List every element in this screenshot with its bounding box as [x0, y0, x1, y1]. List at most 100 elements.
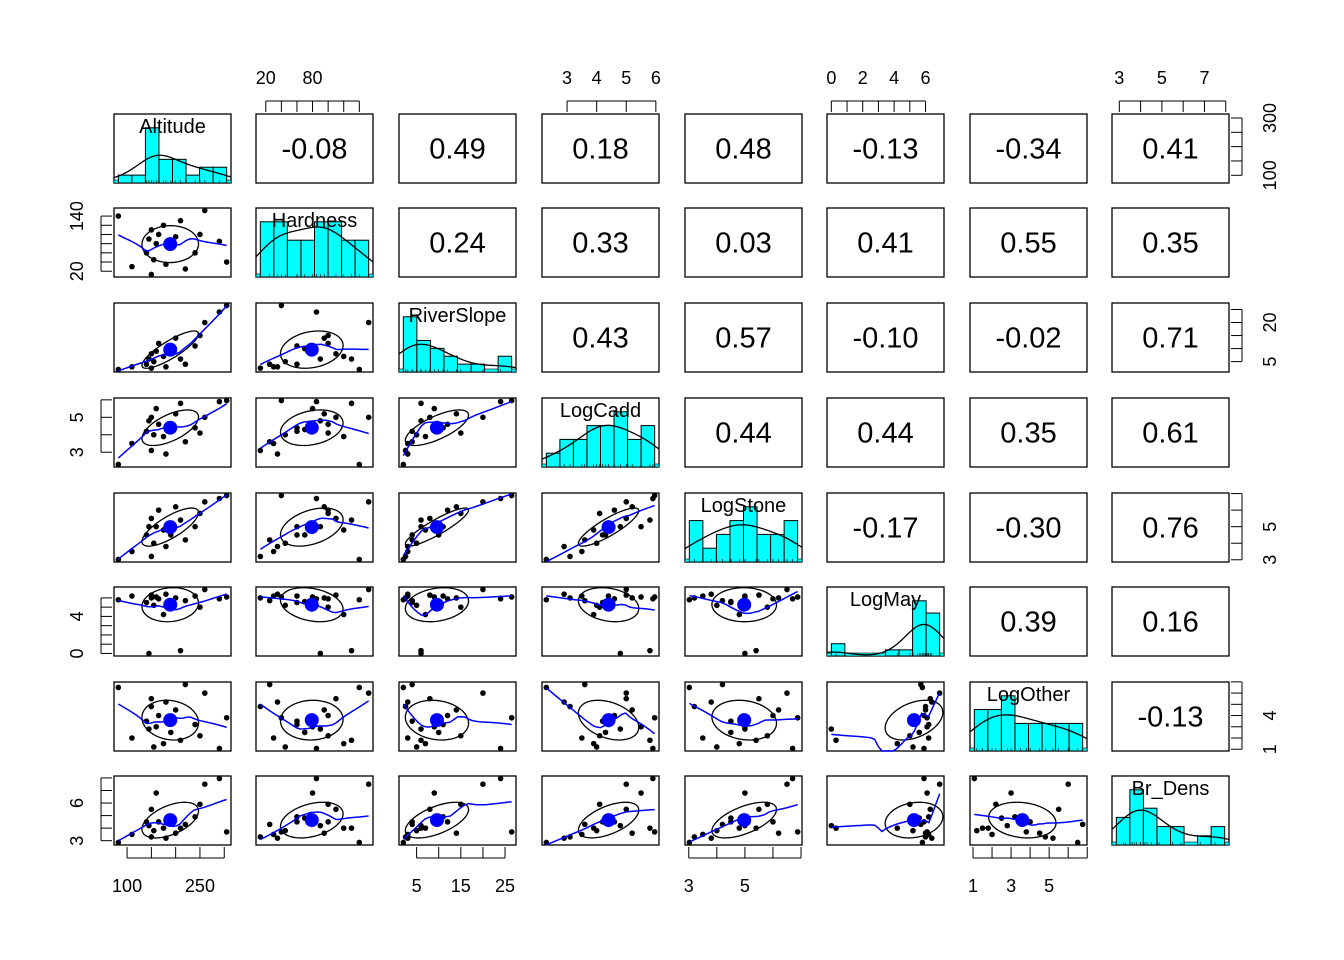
loess-smoother: [545, 687, 656, 735]
data-point: [508, 829, 515, 835]
panel-frame: [969, 207, 1088, 278]
data-point: [182, 438, 189, 445]
data-point: [160, 740, 167, 747]
correlation-value: 0.24: [429, 228, 485, 260]
data-point: [418, 825, 424, 831]
panel-0-3: 0.18: [541, 113, 660, 184]
mean-point: [163, 713, 178, 728]
panel-3-1: [255, 397, 374, 468]
variable-name: Hardness: [272, 210, 358, 232]
data-point: [989, 831, 995, 838]
tick-label: 5: [1044, 876, 1054, 896]
histogram-bar: [1028, 722, 1043, 752]
data-point: [153, 240, 160, 247]
data-point: [182, 821, 189, 828]
histogram-bar: [300, 239, 316, 278]
y-axis-LogMay: 04: [67, 597, 112, 658]
data-point: [409, 718, 415, 724]
data-point: [202, 690, 208, 696]
data-point: [155, 596, 162, 602]
panel-5-4: [684, 586, 803, 657]
data-point: [115, 684, 122, 691]
data-point: [427, 515, 433, 522]
data-point: [728, 718, 734, 724]
data-point: [651, 829, 658, 835]
histogram-bar: [1156, 826, 1172, 846]
data-point: [163, 543, 169, 550]
mean-point: [304, 420, 319, 435]
tick-label: 3: [562, 68, 572, 88]
data-point: [651, 714, 658, 721]
loess-smoother: [259, 700, 370, 730]
data-point: [775, 707, 782, 713]
data-point: [480, 690, 486, 696]
data-point: [422, 740, 429, 747]
panel-4-2: [398, 492, 517, 563]
loess-smoother: [974, 813, 1083, 826]
panel-4-0: [113, 492, 232, 563]
data-point: [508, 714, 515, 721]
panel-7-0: [113, 775, 232, 846]
data-point: [115, 461, 122, 468]
density-curve: [826, 623, 945, 656]
data-point: [150, 744, 157, 750]
correlation-value: 0.48: [715, 134, 771, 166]
panel-5-7: 0.16: [1111, 586, 1230, 657]
histogram-bar: [457, 363, 472, 373]
histogram-bar: [770, 533, 785, 563]
tick-label: 20: [67, 261, 87, 281]
data-point: [497, 775, 504, 782]
data-point: [921, 775, 927, 782]
correlation-ellipse: [577, 587, 640, 623]
correlation-ellipse: [279, 801, 344, 839]
data-point: [266, 537, 273, 543]
data-point: [458, 430, 464, 436]
loess-smoother: [545, 504, 655, 563]
data-point: [638, 790, 644, 796]
panel-frame: [969, 775, 1088, 846]
data-point: [270, 735, 277, 741]
data-point: [177, 517, 184, 523]
histogram-bar: [1115, 816, 1131, 846]
mean-point: [906, 713, 921, 728]
histogram-bar: [185, 174, 201, 184]
tick-label: 5: [1260, 522, 1280, 532]
data-point: [1065, 781, 1071, 788]
data-point: [894, 825, 901, 831]
data-point: [736, 740, 743, 747]
x-axis-Hardness: 20 80: [256, 68, 360, 112]
data-point: [686, 684, 693, 691]
y-axis-RiverSlope: 5 20: [1231, 308, 1280, 367]
data-point: [333, 806, 339, 813]
x-axis-Altitude: 100 250: [112, 847, 225, 896]
panel-6-3: [541, 681, 660, 752]
loess-smoother: [402, 400, 512, 456]
panel-frame: [1111, 302, 1230, 373]
mean-point: [304, 597, 319, 612]
data-point: [192, 523, 198, 530]
panel-1-6: 0.55: [969, 207, 1088, 278]
panel-7-4: [684, 775, 803, 846]
tick-label: 0: [67, 648, 87, 658]
correlation-value: 0.57: [715, 323, 771, 355]
data-point: [278, 397, 285, 404]
data-point: [404, 451, 411, 457]
tick-label: 25: [495, 876, 515, 896]
data-point: [605, 593, 612, 599]
data-point: [182, 266, 189, 272]
data-point: [623, 499, 630, 505]
panel-frame: [826, 775, 945, 846]
data-point: [617, 822, 624, 829]
panel-6-6: LogOther: [969, 681, 1088, 752]
data-point: [356, 556, 363, 563]
data-point: [789, 745, 796, 752]
panel-3-4: 0.44: [684, 397, 803, 468]
correlation-value: 0.33: [572, 228, 628, 260]
correlation-value: -0.02: [995, 323, 1061, 355]
data-point: [508, 594, 515, 600]
data-point: [216, 398, 223, 405]
data-point: [301, 729, 308, 736]
data-point: [919, 839, 926, 846]
data-point: [325, 421, 331, 428]
